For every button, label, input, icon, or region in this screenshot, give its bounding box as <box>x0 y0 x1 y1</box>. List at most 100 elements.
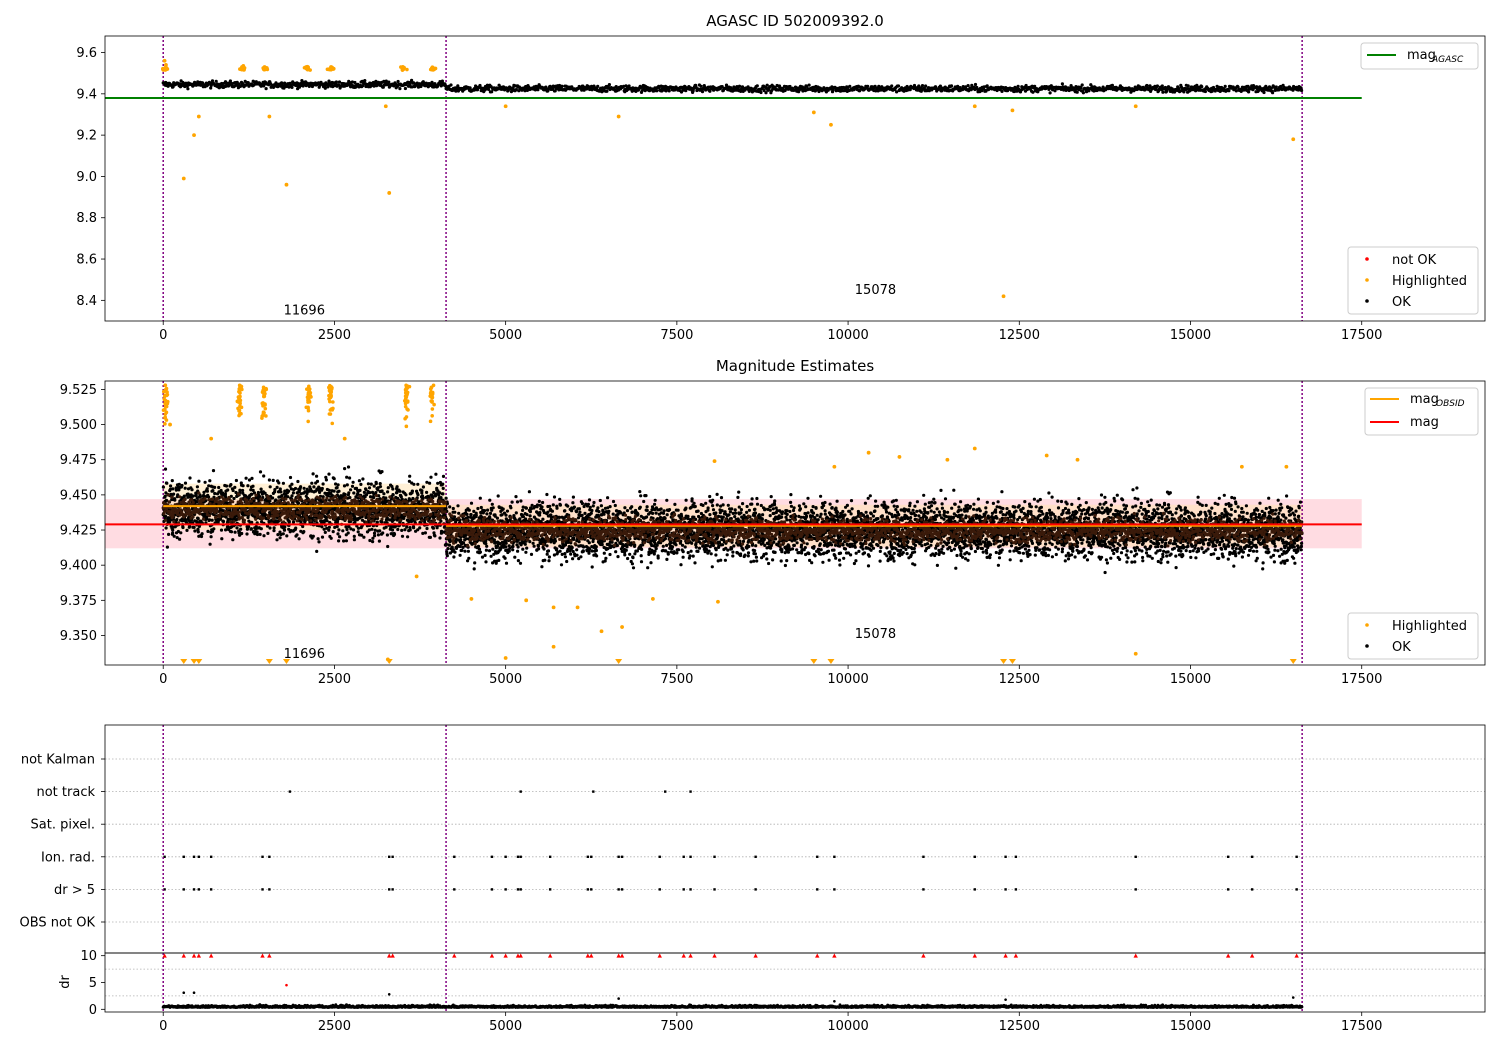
estimates-ok-point <box>550 509 555 513</box>
estimates-ok-point <box>421 496 425 500</box>
estimates-ok-point <box>202 490 206 494</box>
agasc-ok-point <box>873 84 877 88</box>
estimates-ok-point <box>337 489 341 493</box>
estimates-ok-point <box>368 538 372 543</box>
agasc-ok-point <box>326 85 330 89</box>
estimates-ok-point <box>329 536 333 540</box>
estimates-ok-point <box>588 547 592 551</box>
estimates-ok-point <box>444 542 448 546</box>
estimates-ok-point <box>480 555 485 559</box>
legend-label-subscript: AGASC <box>1431 55 1464 65</box>
estimates-ok-point <box>597 510 601 514</box>
estimates-ok-point <box>505 509 510 513</box>
estimates-ok-point <box>396 527 400 532</box>
estimates-ok-point <box>423 531 427 535</box>
estimates-ok-point <box>504 513 508 517</box>
agasc-ok-point <box>1271 91 1275 95</box>
legend-label: not OK <box>1392 253 1437 268</box>
estimates-ok-point <box>488 516 492 520</box>
estimates-ok-point <box>293 486 298 491</box>
estimates-ok-point <box>412 482 416 486</box>
estimates-ok-point <box>509 506 513 510</box>
estimates-ok-point <box>538 510 542 515</box>
estimates-ok-point <box>374 481 378 486</box>
agasc-ok-point <box>210 79 215 83</box>
estimates-ok-point <box>226 525 230 529</box>
estimates-ok-point <box>487 549 492 553</box>
estimates-ok-point <box>168 487 172 491</box>
estimates-ok-point <box>266 531 270 536</box>
estimates-ok-point <box>244 476 248 480</box>
estimates-ok-point <box>176 529 180 534</box>
estimates-ok-point <box>408 526 412 530</box>
estimates-ok-point <box>283 525 287 529</box>
estimates-ok-point <box>398 489 402 493</box>
estimates-ok-point <box>452 555 456 559</box>
estimates-ok-point <box>433 534 437 538</box>
estimates-ok-point <box>516 559 521 563</box>
estimates-ok-point <box>507 544 511 548</box>
agasc-ok-point <box>228 79 232 83</box>
estimates-ok-point <box>175 518 179 522</box>
estimates-ok-point <box>547 555 552 559</box>
estimates-ok-point <box>599 504 604 508</box>
agasc-highlighted-point <box>616 114 621 119</box>
estimates-ok-point <box>342 484 347 488</box>
estimates-ok-point <box>258 532 262 537</box>
estimates-ok-point <box>580 513 584 518</box>
estimates-ok-point <box>585 517 589 521</box>
estimates-ok-point <box>566 504 570 508</box>
estimates-ok-point <box>366 482 370 486</box>
agasc-highlighted-point <box>383 104 388 109</box>
agasc-ok-point <box>511 86 515 90</box>
estimates-ok-point <box>456 504 460 508</box>
estimates-ok-point <box>368 491 372 495</box>
estimates-ok-point <box>439 519 443 523</box>
estimates-ok-point <box>437 493 441 497</box>
estimates-ok-point <box>466 549 470 553</box>
estimates-ok-point <box>278 530 282 534</box>
estimates-ok-point <box>516 545 520 549</box>
estimates-ok-point <box>332 477 336 481</box>
estimates-ok-point <box>453 550 457 554</box>
estimates-ok-point <box>483 509 487 513</box>
estimates-ok-point <box>525 513 529 517</box>
agasc-highlighted-point <box>181 176 186 181</box>
estimates-ok-point <box>281 532 285 536</box>
agasc-highlighted-point <box>405 67 409 72</box>
agasc-ok-point <box>596 84 600 88</box>
estimates-ok-point <box>338 535 342 539</box>
estimates-ok-point <box>529 507 533 511</box>
estimates-ok-point <box>205 516 209 521</box>
estimates-ok-point <box>577 557 581 561</box>
estimates-ok-point <box>220 537 224 541</box>
agasc-title: AGASC ID 502009392.0 <box>706 12 884 30</box>
estimates-ok-point <box>436 481 440 485</box>
estimates-ok-point <box>374 491 378 495</box>
agasc-ok-point <box>186 87 190 91</box>
estimates-ok-point <box>478 496 482 500</box>
legend-frame <box>1360 42 1479 70</box>
agasc-ok-point <box>1161 90 1165 94</box>
estimates-ok-point <box>515 500 520 504</box>
agasc-ok-point <box>384 79 388 83</box>
agasc-ok-point <box>1000 89 1004 93</box>
estimates-ok-point <box>255 532 260 537</box>
estimates-ok-point <box>202 494 206 498</box>
agasc-ok-point <box>363 79 367 83</box>
estimates-plot-area <box>105 381 1362 665</box>
estimates-ok-point <box>569 552 573 556</box>
estimates-ok-point <box>327 510 331 514</box>
agasc-ok-point <box>398 87 402 91</box>
agasc-ok-point <box>896 84 901 88</box>
estimates-ok-point <box>529 552 534 557</box>
estimates-ok-point <box>514 495 518 499</box>
estimates-ok-point <box>438 536 442 540</box>
estimates-ok-point <box>273 488 277 492</box>
estimates-ok-point <box>272 526 276 530</box>
estimates-ok-point <box>221 519 226 524</box>
estimates-ok-point <box>197 479 201 483</box>
estimates-ok-point <box>246 484 250 488</box>
estimates-ok-point <box>372 495 376 500</box>
estimates-ok-point <box>441 492 445 496</box>
